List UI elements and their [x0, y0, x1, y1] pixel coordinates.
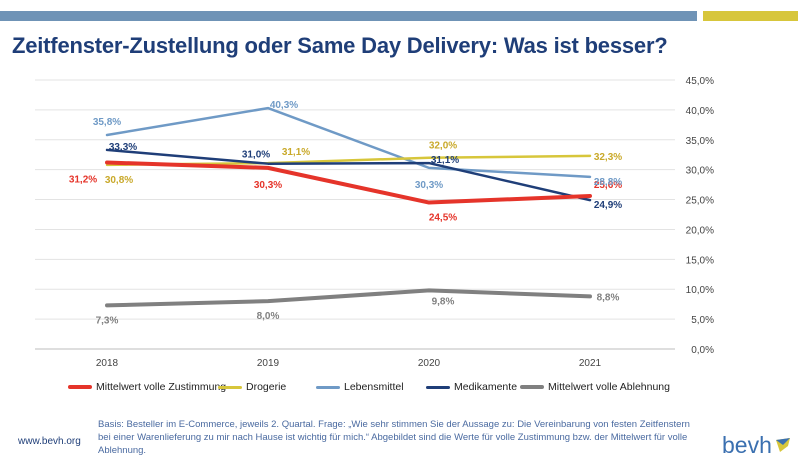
- data-label: 24,9%: [594, 200, 622, 211]
- logo-text: bevh: [722, 432, 772, 458]
- logo-mark-icon: [776, 438, 790, 452]
- data-label: 30,3%: [415, 180, 443, 191]
- legend-label: Mittelwert volle Zustimmung: [96, 381, 227, 393]
- data-label: 8,8%: [597, 292, 620, 303]
- y-tick-label: 45,0%: [686, 76, 714, 87]
- data-label: 32,3%: [594, 152, 622, 163]
- x-tick-label: 2018: [96, 358, 119, 369]
- header-bar-blue: [0, 11, 697, 21]
- data-label: 31,1%: [282, 147, 310, 158]
- data-label: 30,8%: [105, 175, 133, 186]
- data-label: 31,1%: [431, 155, 459, 166]
- footnote: Basis: Besteller im E-Commerce, jeweils …: [98, 419, 690, 456]
- chart-title: Zeitfenster-Zustellung oder Same Day Del…: [12, 33, 668, 58]
- data-label: 32,0%: [429, 141, 457, 152]
- data-label: 35,8%: [93, 117, 121, 128]
- series-line-lebensmittel: [105, 106, 592, 179]
- y-tick-label: 30,0%: [686, 166, 714, 177]
- data-label: 25,6%: [594, 180, 622, 191]
- header-bar-gold: [703, 11, 798, 21]
- y-tick-label: 10,0%: [686, 285, 714, 296]
- data-label: 28,8%: [594, 177, 622, 188]
- legend-label: Drogerie: [246, 381, 287, 393]
- legend-label: Medikamente: [454, 381, 518, 393]
- y-tick-label: 0,0%: [691, 345, 714, 356]
- data-label: 40,3%: [270, 100, 298, 111]
- chart-legend: Mittelwert volle Zustimmung Drogerie Leben…: [68, 380, 708, 394]
- y-tick-label: 20,0%: [686, 225, 714, 236]
- legend-item: Medikamente: [426, 380, 517, 394]
- x-tick-label: 2019: [257, 358, 280, 369]
- data-label: 31,0%: [242, 150, 270, 161]
- legend-label: Lebensmittel: [344, 381, 404, 393]
- legend-swatch: [218, 385, 242, 389]
- data-label: 7,3%: [96, 315, 119, 326]
- legend-item: Mittelwert volle Ablehnung: [520, 380, 670, 394]
- y-tick-label: 35,0%: [686, 136, 714, 147]
- legend-swatch: [520, 385, 544, 389]
- y-tick-label: 5,0%: [691, 315, 714, 326]
- data-label: 33,3%: [109, 142, 137, 153]
- y-tick-label: 40,0%: [686, 106, 714, 117]
- bevh-logo: bevh: [722, 430, 790, 460]
- y-tick-label: 15,0%: [686, 255, 714, 266]
- legend-item: Mittelwert volle Zustimmung: [68, 380, 226, 394]
- data-label: 8,0%: [257, 311, 280, 322]
- data-label: 30,3%: [254, 180, 282, 191]
- y-tick-label: 25,0%: [686, 196, 714, 207]
- data-label: 9,8%: [432, 296, 455, 307]
- legend-label: Mittelwert volle Ablehnung: [548, 381, 670, 393]
- series-line-medikamente: [105, 148, 592, 202]
- data-label: 31,2%: [69, 174, 97, 185]
- legend-item: Lebensmittel: [316, 380, 404, 394]
- x-tick-label: 2020: [418, 358, 441, 369]
- series-line-mittelwert-volle-zustimmung: [105, 160, 592, 205]
- series-line-mittelwert-volle-ablehnung: [105, 288, 592, 308]
- legend-swatch: [68, 385, 92, 389]
- data-label: 24,5%: [429, 213, 457, 224]
- footer-url[interactable]: www.bevh.org: [18, 436, 81, 447]
- legend-swatch: [316, 385, 340, 389]
- x-tick-label: 2021: [579, 358, 602, 369]
- legend-swatch: [426, 385, 450, 389]
- legend-item: Drogerie: [218, 380, 286, 394]
